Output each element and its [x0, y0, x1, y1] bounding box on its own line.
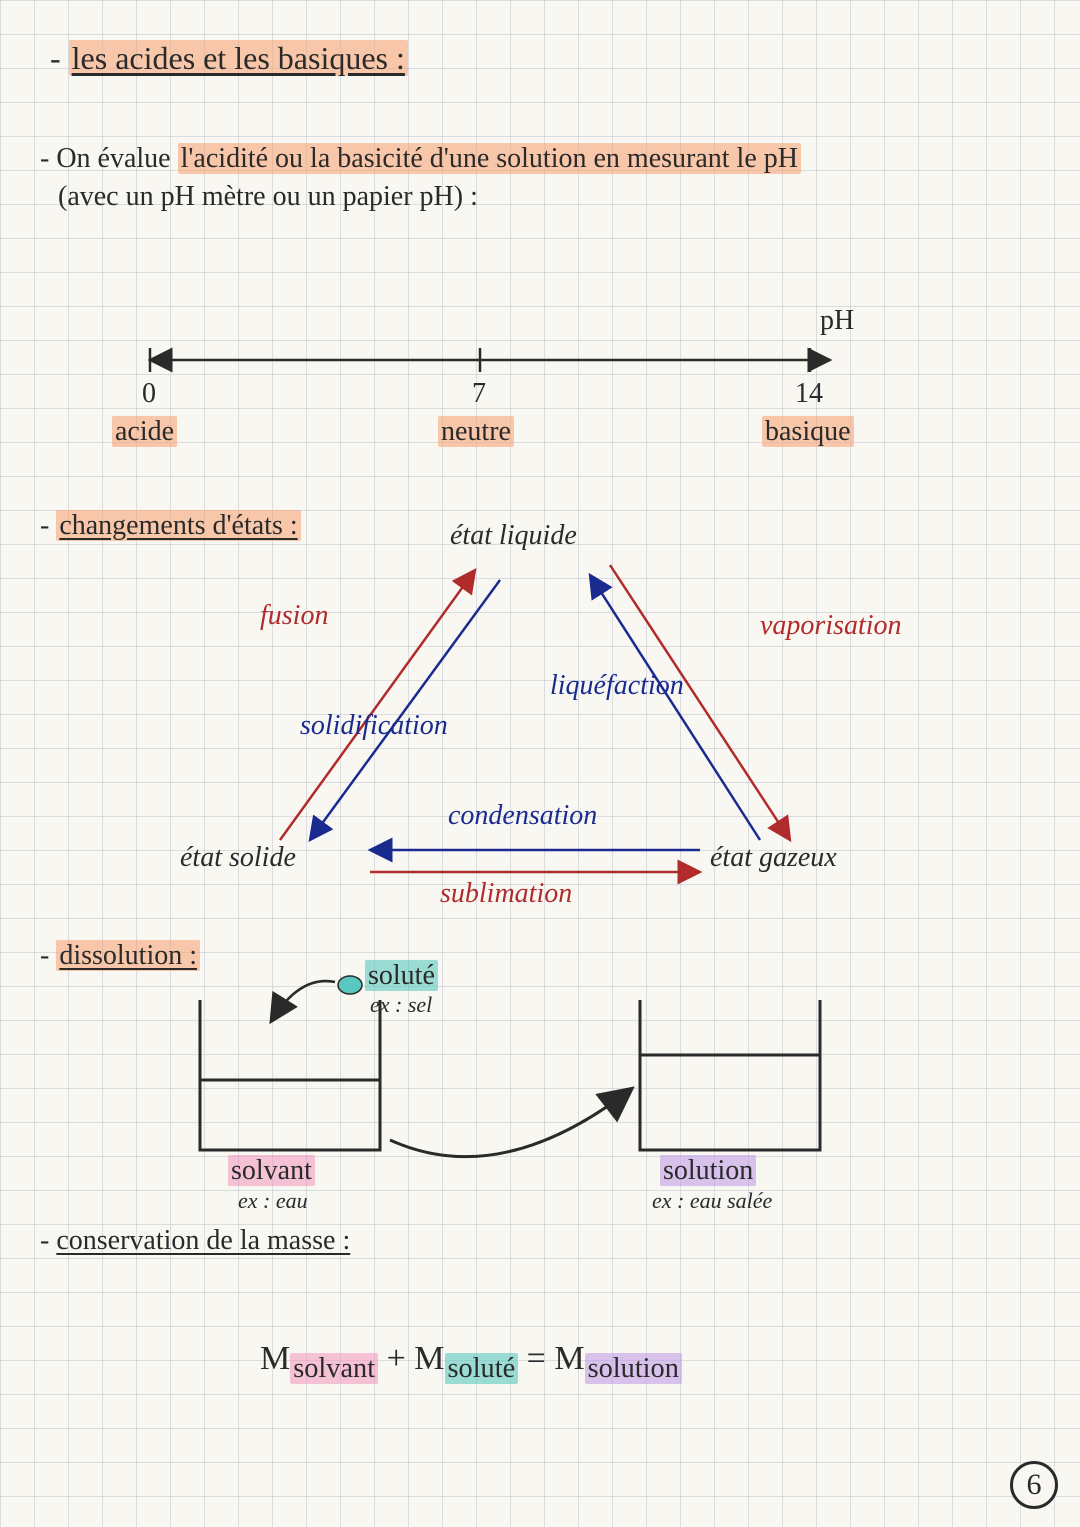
solvant-label: solvant [228, 1155, 315, 1187]
heading-conservation-text: conservation de la masse : [56, 1225, 350, 1256]
beaker-right [640, 1000, 820, 1150]
f-solvant: solvant [290, 1353, 378, 1384]
m3: M [554, 1340, 584, 1377]
heading-conservation: - conservation de la masse : [40, 1225, 350, 1257]
solute-label: soluté [365, 960, 438, 992]
solvant-example: ex : eau [238, 1188, 308, 1214]
dash: - [40, 1225, 56, 1256]
m1: M [260, 1340, 290, 1377]
mass-formula: Msolvant + Msoluté = Msolution [260, 1340, 682, 1385]
m2: M [414, 1340, 444, 1377]
arrow-to-solution [390, 1090, 630, 1157]
solute-example: ex : sel [370, 992, 432, 1018]
solution-example: ex : eau salée [652, 1188, 772, 1214]
solution-label: solution [660, 1155, 756, 1187]
plus: + [387, 1340, 415, 1377]
eq: = [527, 1340, 555, 1377]
page-number: 6 [1010, 1461, 1058, 1509]
f-solution: solution [585, 1353, 682, 1384]
solute-drop-icon [338, 976, 362, 994]
beaker-left [200, 1000, 380, 1150]
dissolution-diagram [0, 0, 1080, 1300]
arrow-solute-in [272, 981, 335, 1020]
f-solute: soluté [445, 1353, 519, 1384]
